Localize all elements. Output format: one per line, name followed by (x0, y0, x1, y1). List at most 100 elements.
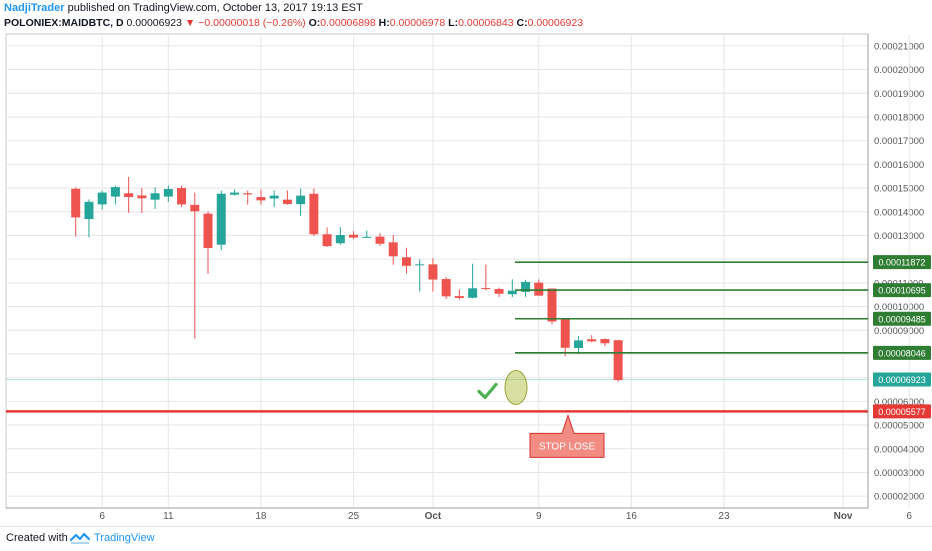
last-price: 0.00006923 (126, 17, 182, 29)
high-label: H: (378, 17, 390, 29)
candle-body (84, 201, 94, 220)
open-value: 0.00006898 (320, 17, 376, 29)
x-tick-label: Oct (425, 511, 442, 522)
candle-body (362, 236, 372, 238)
x-tick-label: 25 (348, 511, 360, 522)
chart-header: NadjiTrader published on TradingView.com… (0, 0, 932, 32)
y-tick-label: 0.00013000 (874, 231, 924, 242)
price-chart[interactable]: 0.00002000 0.00003000 0.00004000 0.00005000… (0, 32, 932, 526)
y-tick-label: 0.00002000 (874, 492, 924, 503)
y-tick-label: 0.00016000 (874, 160, 924, 171)
candle-body (110, 187, 120, 197)
candle-body (415, 264, 425, 266)
candle-body (229, 192, 239, 195)
candle-body (560, 318, 570, 348)
y-tick-label: 0.00006000 (874, 397, 924, 408)
candle-body (481, 288, 491, 290)
candle-body (375, 236, 385, 244)
candle-body (600, 339, 610, 344)
stop-lose-text: STOP LOSE (539, 441, 596, 452)
candle-body (587, 339, 597, 342)
x-tick-label: 18 (255, 511, 267, 522)
candle-body (468, 288, 478, 298)
target-level-label: 0.00009485 (878, 314, 926, 324)
current-price-label: 0.00006923 (878, 375, 926, 385)
price-change: −0.00000018 (−0.26%) (198, 17, 306, 29)
current-price-badge (873, 372, 931, 387)
candle-body (335, 234, 345, 244)
down-arrow-icon: ▼ (184, 17, 196, 29)
candle-body (243, 193, 253, 195)
candle-body (454, 296, 464, 299)
stop-lose-callout[interactable] (529, 413, 605, 458)
candle-body (309, 193, 319, 235)
candle-body (124, 193, 134, 198)
y-tick-label: 0.00018000 (874, 112, 924, 123)
candle-body (428, 264, 438, 280)
candle-body (177, 188, 187, 205)
candle-body (349, 234, 359, 238)
low-value: 0.00006843 (458, 17, 514, 29)
y-tick-label: 0.00010000 (874, 302, 924, 313)
candle-body (573, 340, 583, 349)
candle-body (269, 195, 279, 199)
candle-body (71, 188, 81, 218)
author-link[interactable]: NadjiTrader (4, 2, 65, 14)
candle-body (441, 279, 451, 297)
candle-body (97, 192, 107, 205)
y-tick-label: 0.00003000 (874, 468, 924, 479)
publish-info: published on TradingView.com, October 13… (64, 2, 363, 14)
y-tick-label: 0.00004000 (874, 444, 924, 455)
ohlc-line: POLONIEX:MAIDBTC, D 0.00006923 ▼ −0.0000… (4, 17, 583, 29)
target-level-label: 0.00010695 (878, 286, 926, 296)
x-tick-label: 6 (99, 511, 105, 522)
x-tick-label: 23 (718, 511, 730, 522)
x-tick-label: 11 (163, 511, 174, 522)
candle-body (150, 193, 160, 200)
close-label: C: (516, 17, 528, 29)
candle-body (163, 188, 173, 197)
candle-body (137, 195, 147, 199)
x-tick-label: 16 (626, 511, 638, 522)
y-tick-label: 0.00019000 (874, 89, 924, 100)
candle-body (203, 213, 213, 249)
target-level-label: 0.00011872 (879, 258, 926, 268)
candle-body (388, 242, 398, 257)
candle-body (296, 195, 306, 205)
y-tick-label: 0.00017000 (874, 136, 924, 147)
candle-body (401, 257, 411, 266)
x-tick-label: Nov (834, 511, 853, 522)
y-tick-label: 0.00009000 (874, 326, 924, 337)
tradingview-logo-icon (70, 532, 90, 544)
candle-body (521, 281, 531, 292)
candle-body (190, 204, 200, 212)
high-value: 0.00006978 (389, 17, 446, 29)
y-tick-label: 0.00021000 (874, 41, 924, 52)
check-mark-icon (477, 382, 498, 400)
candle-body (534, 282, 544, 296)
publish-line: NadjiTrader published on TradingView.com… (4, 2, 363, 14)
x-tick-label: 6 (906, 511, 912, 522)
close-value: 0.00006923 (527, 17, 584, 29)
open-label: O: (308, 17, 321, 29)
highlight-ellipse (504, 369, 528, 405)
y-tick-label: 0.00005000 (874, 421, 924, 432)
symbol-label: POLONIEX:MAIDBTC, D (4, 17, 124, 29)
target-level-badge (873, 283, 931, 298)
target-level-badge (873, 311, 931, 326)
y-tick-label: 0.00015000 (874, 184, 924, 195)
candle-body (282, 199, 292, 204)
candle-body (216, 193, 226, 245)
x-tick-label: 9 (536, 511, 542, 522)
tradingview-link[interactable]: TradingView (94, 532, 155, 544)
candle-body (613, 340, 623, 381)
target-level-badge (873, 255, 931, 270)
candle-body (507, 290, 517, 295)
low-label: L: (448, 17, 459, 29)
stop-loss-label: 0.00005577 (878, 407, 926, 417)
target-level-badge (873, 345, 931, 360)
footer: Created with TradingView (0, 526, 932, 551)
candle-body (547, 288, 557, 322)
candle-body (322, 234, 332, 247)
y-tick-label: 0.00014000 (874, 207, 924, 218)
